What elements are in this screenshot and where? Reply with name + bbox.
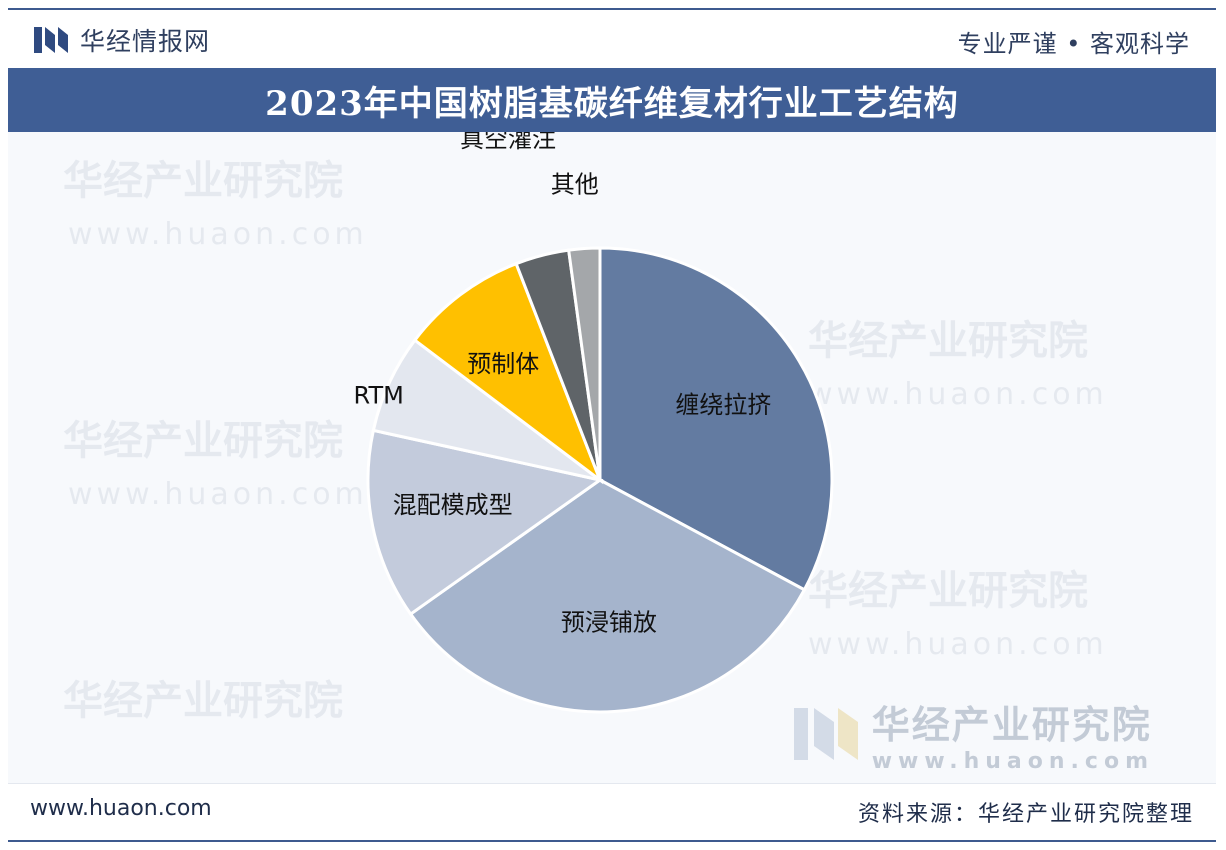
pie-slice <box>412 261 604 485</box>
watermark-url: www.huaon.com <box>808 627 1108 662</box>
slice-label: 其他 <box>551 171 599 199</box>
pie-slice <box>566 246 602 481</box>
footer-source: 资料来源：华经产业研究院整理 <box>857 802 1194 827</box>
brand: 华经情报网 <box>34 22 210 58</box>
watermark-url: www.huaon.com <box>808 377 1108 412</box>
slice-label: 缠绕拉挤 <box>675 391 771 419</box>
top-bar: 华经情报网 专业严谨 • 客观科学 <box>8 10 1216 68</box>
pie-slice <box>408 478 807 714</box>
watermark-name: 华经产业研究院 <box>63 678 343 724</box>
watermark-layer: 华经产业研究院 www.huaon.com 华经产业研究院 www.huaon.… <box>63 158 1108 724</box>
brand-name: 华经情报网 <box>80 27 211 56</box>
watermark-name: 华经产业研究院 <box>63 418 343 464</box>
corner-watermark: 华经产业研究院 www.huaon.com <box>793 694 1154 774</box>
title-band: 2023年中国树脂基碳纤维复材行业工艺结构 <box>8 68 1216 132</box>
slice-label: 预制体 <box>467 350 539 378</box>
slice-label: 预浸铺放 <box>561 609 657 637</box>
slice-label: RTM <box>354 382 404 410</box>
pie-slice <box>598 246 834 592</box>
pie-chart: 华经产业研究院 www.huaon.com 华经产业研究院 www.huaon.… <box>63 125 1108 724</box>
slice-label: 真空灌注 <box>460 132 556 153</box>
pie-slices <box>366 246 834 714</box>
corner-brand-url: www.huaon.com <box>871 749 1154 774</box>
watermark-name: 华经产业研究院 <box>63 158 343 204</box>
footer: www.huaon.com 资料来源：华经产业研究院整理 <box>8 783 1216 840</box>
slogan: 专业严谨 • 客观科学 <box>957 30 1190 58</box>
corner-logo-icon <box>793 708 858 760</box>
brand-logo-icon <box>34 27 68 53</box>
watermark-url: www.huaon.com <box>68 217 368 252</box>
chart-area: 华经产业研究院 www.huaon.com 华经产业研究院 www.huaon.… <box>8 125 1216 790</box>
watermark-name: 华经产业研究院 <box>808 568 1088 614</box>
chart-title: 2023年中国树脂基碳纤维复材行业工艺结构 <box>265 83 959 124</box>
chart-frame: 华经情报网 专业严谨 • 客观科学 2023年中国树脂基碳纤维复材行业工艺结构 … <box>8 8 1216 842</box>
pie-slice <box>366 428 604 617</box>
watermark-name: 华经产业研究院 <box>808 318 1088 364</box>
footer-url[interactable]: www.huaon.com <box>30 796 212 821</box>
watermark-url: www.huaon.com <box>68 477 368 512</box>
slice-label: 混配模成型 <box>393 491 513 519</box>
corner-brand-name: 华经产业研究院 <box>871 703 1152 747</box>
